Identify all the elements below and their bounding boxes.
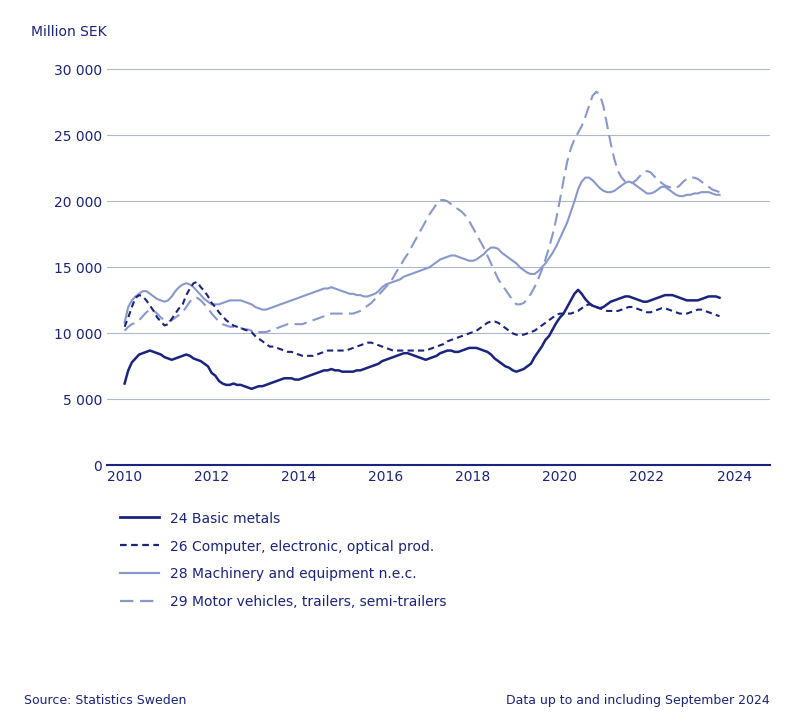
Text: Source: Statistics Sweden: Source: Statistics Sweden xyxy=(24,695,187,707)
Text: Data up to and including September 2024: Data up to and including September 2024 xyxy=(507,695,770,707)
Legend: 24 Basic metals, 26 Computer, electronic, optical prod., 28 Machinery and equipm: 24 Basic metals, 26 Computer, electronic… xyxy=(114,506,452,615)
Text: Million SEK: Million SEK xyxy=(31,25,106,39)
